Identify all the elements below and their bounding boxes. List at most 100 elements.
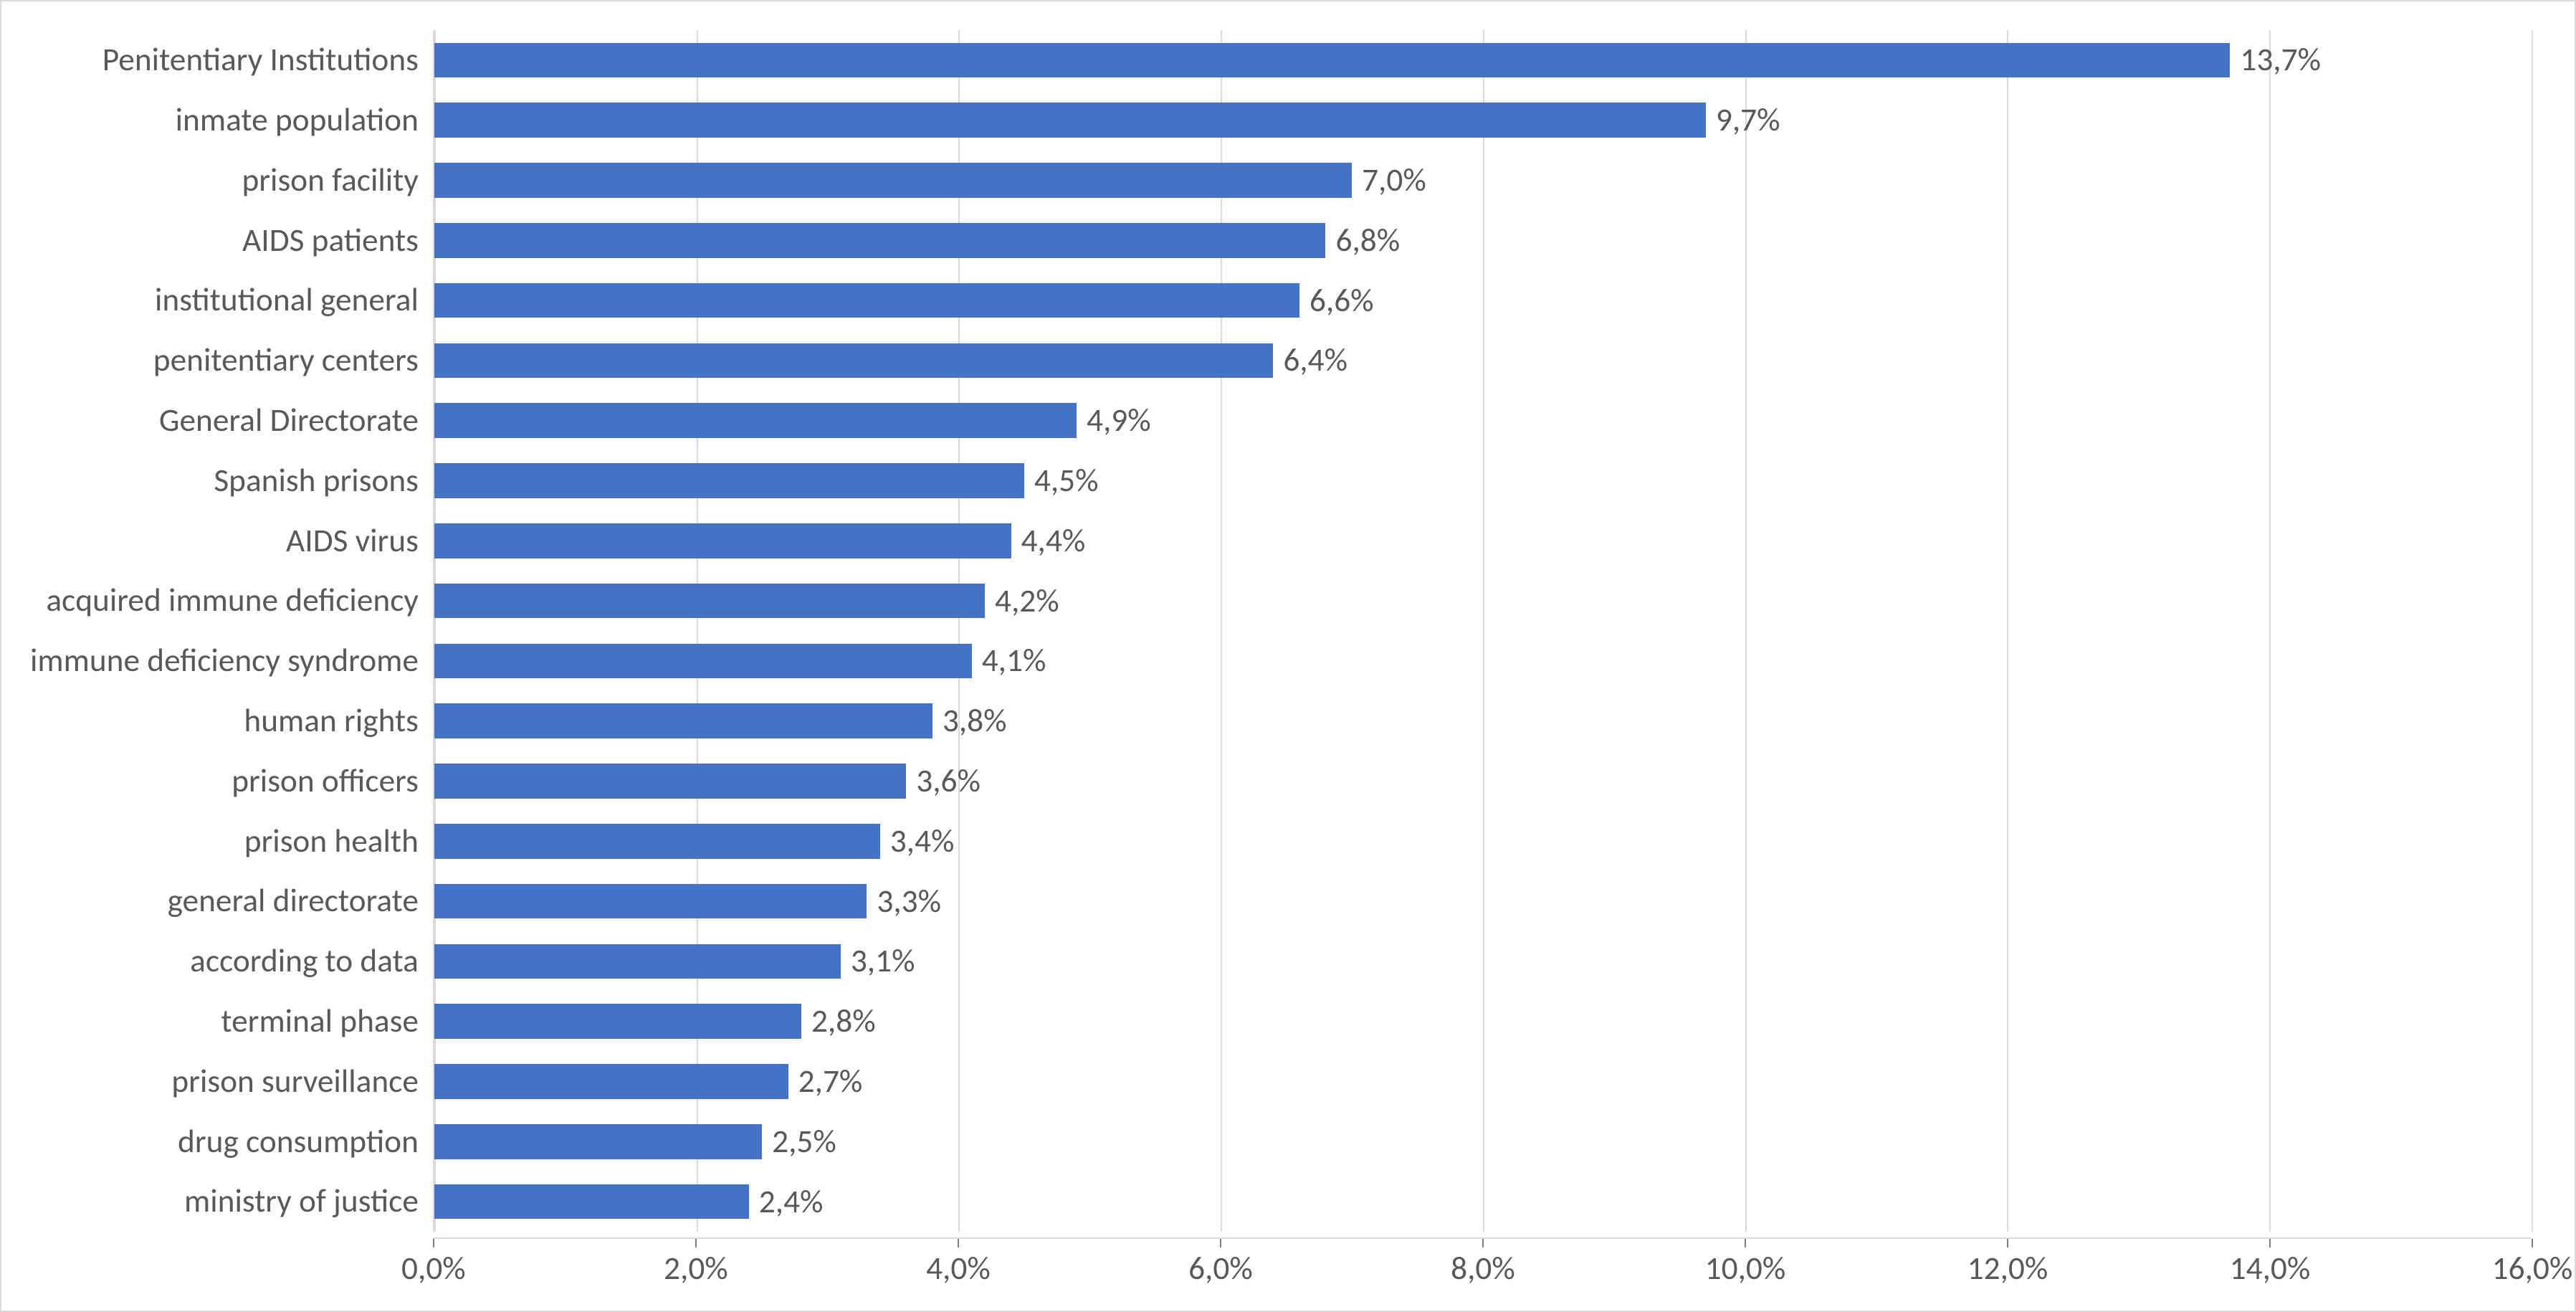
x-tick-label: 4,0% [926,1249,991,1288]
bar-row: 4,1% [434,631,2532,691]
bar-row: 4,5% [434,451,2532,511]
bar-row: 9,7% [434,90,2532,151]
bar [434,163,1352,198]
bar-value-label: 4,9% [1087,401,1151,440]
bar-value-label: 2,8% [811,1002,876,1041]
y-axis-label: inmate population [30,104,419,136]
bar-row: 3,3% [434,871,2532,931]
bar-value-label: 6,6% [1310,281,1374,320]
bar-row: 2,4% [434,1171,2532,1232]
bar [434,1184,749,1220]
bar-row: 3,8% [434,691,2532,751]
bar [434,824,880,859]
x-tick-label: 0,0% [401,1249,466,1288]
bar [434,223,1326,258]
bar-value-label: 2,4% [759,1182,824,1222]
y-axis-label: according to data [30,945,419,977]
bar-value-label: 4,2% [995,581,1059,621]
x-tick: 8,0% [1482,1239,1484,1247]
x-tick-mark [1482,1239,1484,1247]
y-axis-label: AIDS patients [30,224,419,257]
bar-row: 2,5% [434,1111,2532,1171]
y-axis-label: Spanish prisons [30,465,419,497]
bars: 13,7% 9,7% 7,0% 6,8% 6,6% 6,4% 4,9% 4,5% 4,4% 4,2… [434,30,2532,1232]
x-tick: 14,0% [2269,1239,2271,1247]
chart-frame: Penitentiary Institutions inmate populati… [0,0,2576,1312]
bar [434,884,867,919]
x-tick-label: 2,0% [664,1249,728,1288]
bar [434,703,932,738]
x-tick: 4,0% [958,1239,959,1247]
bar-row: 3,4% [434,811,2532,871]
x-tick-label: 12,0% [1967,1249,2048,1288]
bar [434,343,1273,379]
x-tick-mark [2269,1239,2271,1247]
bar-value-label: 2,5% [772,1122,836,1161]
bar [434,283,1299,318]
y-axis-label: prison surveillance [30,1065,419,1098]
y-axis-label: penitentiary centers [30,344,419,376]
x-tick-label: 8,0% [1451,1249,1515,1288]
bar-row: 4,4% [434,510,2532,571]
x-tick-mark [433,1239,434,1247]
bar [434,944,841,979]
x-tick-label: 6,0% [1188,1249,1253,1288]
bar [434,523,1011,558]
y-axis-label: prison officers [30,765,419,797]
x-tick-mark [695,1239,697,1247]
bar-row: 6,6% [434,270,2532,331]
bar-row: 4,9% [434,391,2532,451]
bar [434,1004,801,1039]
bar [434,644,972,679]
bar [434,1124,762,1159]
x-tick: 12,0% [2007,1239,2008,1247]
bar-row: 13,7% [434,30,2532,90]
y-axis-label: Penitentiary Institutions [30,44,419,76]
bar-value-label: 4,4% [1021,521,1086,561]
bar-value-label: 6,4% [1283,341,1347,380]
x-tick-mark [1220,1239,1221,1247]
x-tick: 6,0% [1220,1239,1221,1247]
y-axis-label: prison health [30,825,419,857]
x-tick-mark [2007,1239,2008,1247]
x-axis-ticks: 0,0%2,0%4,0%6,0%8,0%10,0%12,0%14,0%16,0% [433,1237,2532,1282]
bar-value-label: 3,1% [851,941,915,981]
bar [434,103,1706,138]
bar-value-label: 7,0% [1362,161,1426,200]
bar-row: 7,0% [434,151,2532,211]
bar-row: 3,6% [434,751,2532,812]
y-axis-label: prison facility [30,164,419,196]
bar-value-label: 3,4% [890,822,955,861]
bar-row: 2,7% [434,1052,2532,1112]
bar-value-label: 4,1% [982,641,1046,680]
y-axis-label: AIDS virus [30,525,419,557]
bar-value-label: 2,7% [798,1062,863,1101]
x-axis: 0,0%2,0%4,0%6,0%8,0%10,0%12,0%14,0%16,0% [30,1237,2532,1282]
bar-value-label: 6,8% [1335,221,1400,260]
x-tick: 2,0% [695,1239,697,1247]
x-tick-label: 10,0% [1705,1249,1786,1288]
x-tick-mark [958,1239,959,1247]
bar-row: 6,8% [434,210,2532,270]
bar-value-label: 9,7% [1716,100,1780,140]
bar-value-label: 13,7% [2240,40,2321,80]
x-tick-label: 16,0% [2492,1249,2573,1288]
bars-region: 13,7% 9,7% 7,0% 6,8% 6,6% 6,4% 4,9% 4,5% 4,4% 4,2… [433,30,2532,1232]
bar [434,463,1024,498]
plot-area: Penitentiary Institutions inmate populati… [30,30,2532,1232]
x-tick-mark [1745,1239,1746,1247]
bar-value-label: 3,3% [877,882,941,921]
y-axis-label: ministry of justice [30,1185,419,1217]
bar-row: 6,4% [434,331,2532,391]
bar-row: 2,8% [434,992,2532,1052]
gridline [2532,30,2533,1232]
y-axis-label: general directorate [30,885,419,917]
bar [434,403,1077,438]
bar-row: 4,2% [434,571,2532,631]
y-axis-label: human rights [30,705,419,737]
x-tick-mark [2532,1239,2533,1247]
x-axis-spacer [30,1237,433,1282]
bar [434,43,2230,78]
y-axis-labels: Penitentiary Institutions inmate populati… [30,30,433,1232]
y-axis-label: drug consumption [30,1126,419,1158]
